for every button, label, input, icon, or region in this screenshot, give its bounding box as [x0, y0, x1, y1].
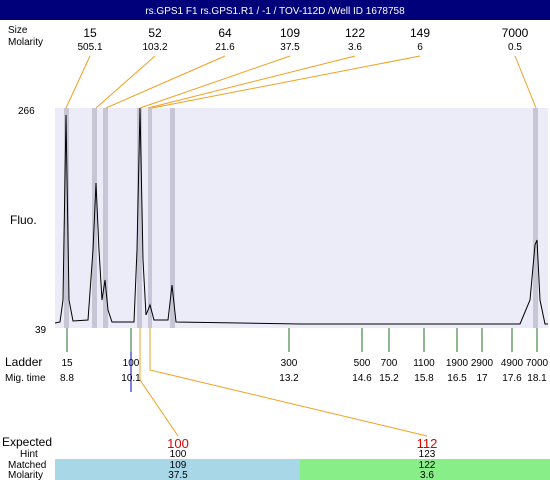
size-label: Size: [8, 25, 28, 36]
peak-size: 52: [148, 26, 162, 40]
peak-molarity: 37.5: [280, 42, 300, 53]
mig-time: 10.1: [121, 373, 141, 384]
mig-time: 15.8: [414, 373, 434, 384]
peak-size: 149: [410, 26, 430, 40]
y-bottom: 39: [35, 325, 47, 336]
peak-size: 15: [83, 26, 97, 40]
mig-time: 13.2: [279, 373, 299, 384]
ladder-size: 7000: [526, 358, 549, 369]
ladder-size: 100: [123, 358, 140, 369]
ladder-size: 300: [281, 358, 298, 369]
mig-time: 8.8: [60, 373, 74, 384]
mig-time: 17: [476, 373, 488, 384]
peak-molarity: 21.6: [215, 42, 235, 53]
plot-area: [55, 108, 548, 328]
matched-molarity: 37.5: [168, 470, 188, 480]
y-label: Fluo.: [10, 213, 37, 227]
match-band-2: [300, 459, 550, 480]
peak-molarity: 505.1: [77, 42, 102, 53]
peak-size: 64: [218, 26, 232, 40]
title: rs.GPS1 F1 rs.GPS1.R1 / -1 / TOV-112D /W…: [145, 6, 405, 17]
ladder-size: 1900: [446, 358, 469, 369]
ladder-label: Ladder: [5, 355, 42, 369]
peak-size: 122: [345, 26, 365, 40]
peak-size: 7000: [502, 26, 529, 40]
y-top: 266: [18, 106, 35, 117]
mig-time: 17.6: [502, 373, 522, 384]
peak-molarity: 0.5: [508, 42, 522, 53]
expected-label: Expected: [2, 435, 52, 449]
molarity-label: Molarity: [8, 37, 43, 48]
expected-size: 112: [417, 436, 438, 451]
mig-label: Mig. time: [5, 373, 46, 384]
matched-label: Matched: [8, 460, 46, 471]
ladder-size: 4900: [501, 358, 524, 369]
ladder-size: 700: [381, 358, 398, 369]
title-bar: [0, 0, 550, 20]
peak-links: [65, 55, 537, 437]
matched-size: 122: [419, 460, 436, 471]
mig-time: 15.2: [379, 373, 399, 384]
trace: [54, 107, 548, 325]
hint-size: 123: [419, 449, 436, 460]
ladder-size: 2900: [471, 358, 494, 369]
mig-time: 18.1: [527, 373, 547, 384]
expected-size: 100: [167, 436, 189, 451]
matched-size: 109: [170, 460, 187, 471]
ladder-size: 500: [354, 358, 371, 369]
peak-size: 109: [280, 26, 300, 40]
peak-molarity: 3.6: [348, 42, 362, 53]
ladder-size: 1100: [413, 358, 435, 369]
hint-label: Hint: [20, 449, 38, 460]
mig-time: 14.6: [352, 373, 372, 384]
peak-molarity: 103.2: [142, 42, 167, 53]
mig-time: 16.5: [447, 373, 467, 384]
hint-size: 100: [170, 449, 187, 460]
ladder-size: 15: [61, 358, 73, 369]
peak-molarity: 6: [417, 42, 423, 53]
molarity-row-label: Molarity: [8, 470, 43, 480]
matched-molarity: 3.6: [420, 470, 434, 480]
match-band-1: [55, 459, 300, 480]
